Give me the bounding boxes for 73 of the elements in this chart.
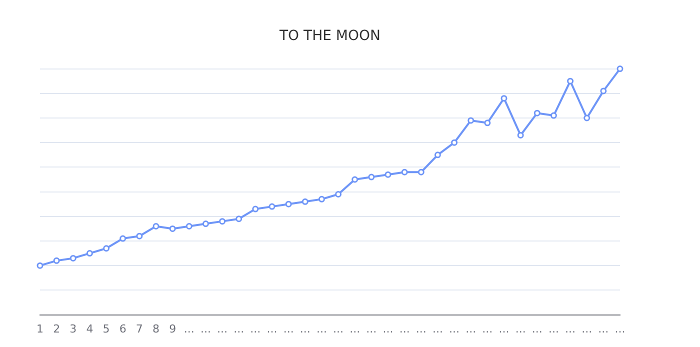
point: [484, 120, 491, 126]
point: [53, 257, 60, 264]
point: [584, 114, 590, 122]
point: [500, 95, 508, 102]
point: [302, 198, 308, 205]
point: [202, 220, 209, 228]
x-tick-label: ...: [432, 322, 443, 336]
x-tick-label: ...: [266, 322, 278, 336]
point: [352, 176, 358, 183]
point: [468, 117, 474, 124]
x-tick-label: ...: [582, 322, 592, 336]
point: [285, 200, 292, 208]
point: [136, 232, 143, 240]
x-tick-label: 7: [136, 322, 143, 336]
x-tick-label: ...: [466, 322, 476, 336]
x-tick-label: ...: [548, 322, 559, 336]
point: [36, 262, 44, 269]
x-tick-label: 9: [169, 322, 176, 336]
x-tick-label: ...: [217, 322, 228, 336]
point: [318, 196, 325, 202]
x-tick-label: ...: [300, 322, 310, 336]
point: [70, 254, 76, 262]
point: [616, 66, 624, 72]
point: [219, 218, 226, 225]
x-tick-label: 1: [36, 322, 44, 336]
x-tick-label: ...: [565, 322, 576, 336]
x-tick-label: ...: [482, 322, 493, 336]
point: [335, 191, 342, 198]
x-tick-label: ...: [614, 322, 626, 336]
point: [517, 132, 524, 138]
x-tick-label: ...: [598, 322, 609, 336]
x-tick-label: ...: [200, 322, 211, 336]
x-tick-label: ...: [283, 322, 294, 336]
point: [268, 203, 276, 210]
x-tick-label: ...: [350, 322, 360, 336]
x-tick-label: 6: [119, 322, 126, 336]
x-tick-label: ...: [316, 322, 327, 336]
point: [169, 225, 176, 232]
point: [418, 168, 424, 176]
point: [434, 152, 441, 158]
point: [600, 88, 607, 94]
point: [384, 171, 392, 178]
x-tick-label: ...: [515, 322, 526, 336]
point: [368, 174, 375, 180]
point: [120, 235, 126, 242]
chart-title: TO THE MOON: [278, 28, 380, 44]
x-tick-label: 2: [53, 322, 60, 336]
x-tick-label: ...: [399, 322, 410, 336]
point: [550, 112, 557, 119]
x-tick-label: 4: [86, 322, 94, 336]
x-tick-label: ...: [366, 322, 377, 336]
point: [567, 78, 574, 84]
x-tick-label: 8: [152, 322, 160, 336]
point: [86, 250, 93, 257]
x-tick-label: ...: [416, 322, 426, 336]
point: [236, 216, 242, 222]
point: [451, 139, 458, 146]
point: [252, 206, 259, 212]
x-tick-label: ...: [184, 322, 194, 336]
x-tick-label: ...: [449, 322, 460, 336]
x-tick-label: ...: [234, 322, 244, 336]
x-tick-label: ...: [382, 322, 394, 336]
point: [534, 110, 540, 116]
x-tick-label: ...: [498, 322, 510, 336]
x-tick-label: ...: [250, 322, 261, 336]
point: [401, 168, 408, 176]
x-tick-label: 5: [102, 322, 110, 336]
x-tick-label: ...: [333, 322, 344, 336]
x-tick-label: 3: [70, 322, 77, 336]
point: [103, 245, 110, 252]
point: [152, 222, 160, 230]
x-tick-label: ...: [532, 322, 542, 336]
point: [186, 222, 192, 230]
